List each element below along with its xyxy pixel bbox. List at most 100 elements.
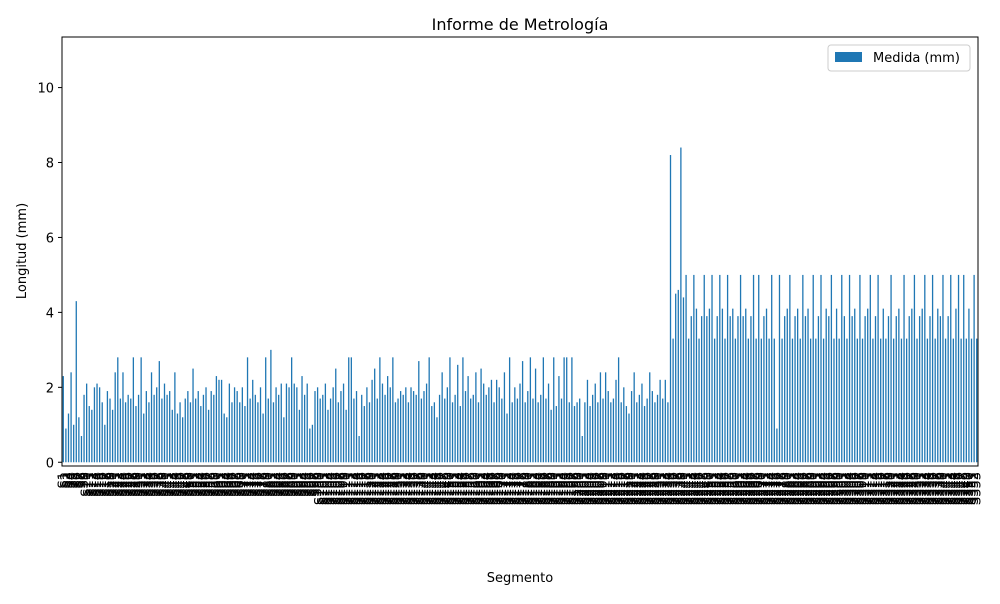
x-tick-label: S316 [874,472,889,505]
x-tick-label: S20 [106,472,121,497]
x-tick-label: S17 [98,472,113,497]
x-tick-label: S332 [915,472,930,505]
bar [838,338,840,463]
bar [366,387,368,463]
bar [65,428,67,463]
x-tick-label: S290 [806,472,821,505]
bar [117,357,119,463]
bar [729,316,731,463]
x-tick-label: S273 [762,472,777,505]
bar [184,398,186,463]
bar [101,402,103,463]
bar [319,398,321,463]
x-tick-label: S210 [599,472,614,505]
x-tick-label: S161 [471,472,486,505]
bar [418,361,420,463]
bar [83,394,85,463]
x-tick-label: S4 [64,472,79,489]
x-tick-label: S28 [126,472,141,497]
bar [441,372,443,463]
bar [436,417,438,463]
bar [311,424,314,463]
bar [438,394,441,463]
x-tick-label: S344 [946,472,961,505]
bar [542,357,545,463]
bar [859,274,861,463]
bar [368,402,371,463]
bar [270,349,272,463]
bar [236,391,238,463]
bar [791,338,794,463]
bar [161,398,163,463]
x-tick-label: S134 [401,472,416,505]
x-tick-label: S279 [778,472,793,505]
x-tick-label: S295 [819,472,834,505]
x-tick-label: S74 [246,472,261,497]
x-tick-label: S146 [433,472,448,505]
x-tick-label: S209 [596,472,611,505]
x-tick-label: S202 [578,472,593,505]
x-tick-label: S34 [142,472,157,497]
x-tick-label: S125 [378,472,393,505]
bar [265,357,267,463]
x-tick-label: S76 [251,472,266,497]
x-tick-label: S266 [744,472,759,505]
bar [604,372,607,463]
bar [493,402,495,463]
bar [654,402,656,463]
bar [316,387,319,463]
bar [833,338,835,463]
x-tick-label: S111 [342,472,357,505]
bar [405,387,407,463]
x-tick-label: S351 [965,472,980,505]
bar [132,357,135,463]
x-tick-label: S322 [889,472,904,505]
bar [963,274,965,463]
bar [843,316,846,463]
bar [773,338,775,463]
bar [472,394,474,463]
x-tick-label: S275 [767,472,782,505]
bar [335,368,337,463]
y-tick-label: 4 [46,306,54,321]
bar [571,357,573,463]
x-tick-label: S289 [804,472,819,505]
x-tick-label: S81 [264,472,279,497]
x-tick-label: S158 [464,472,479,505]
x-tick-label: S232 [656,472,671,505]
x-tick-labels: S1S2S3S4S5S6S7S8S9S10S11S12S13S14S15S16S… [56,472,984,505]
x-tick-label: S60 [209,472,224,497]
bar [566,357,568,463]
x-tick-label: S6 [69,472,84,489]
x-tick-label: S129 [388,472,403,505]
x-tick-label: S197 [565,472,580,505]
x-tick-label: S104 [324,472,339,505]
x-tick-label: S339 [933,472,948,505]
bar [301,376,303,463]
x-tick-label: S292 [811,472,826,505]
x-tick-label: S98 [308,472,323,497]
bar [872,338,874,463]
x-tick-label: S62 [215,472,230,497]
x-tick-label: S224 [635,472,650,505]
x-tick-label: S219 [622,472,637,505]
bar [765,308,768,463]
x-tick-label: S121 [368,472,383,505]
x-tick-label: S88 [282,472,297,497]
bar [106,391,109,463]
x-tick-label: S55 [196,472,211,497]
bar [882,308,884,463]
bar [620,402,622,463]
bar [584,402,586,463]
x-tick-label: S218 [619,472,634,505]
x-tick-label: S308 [853,472,868,505]
bar [194,398,197,463]
bar [895,316,897,463]
x-tick-label: S138 [412,472,427,505]
bar [70,372,72,463]
bar [104,424,106,463]
x-tick-label: S337 [928,472,943,505]
x-tick-label: S201 [575,472,590,505]
bar [205,387,207,463]
bar [111,409,114,463]
